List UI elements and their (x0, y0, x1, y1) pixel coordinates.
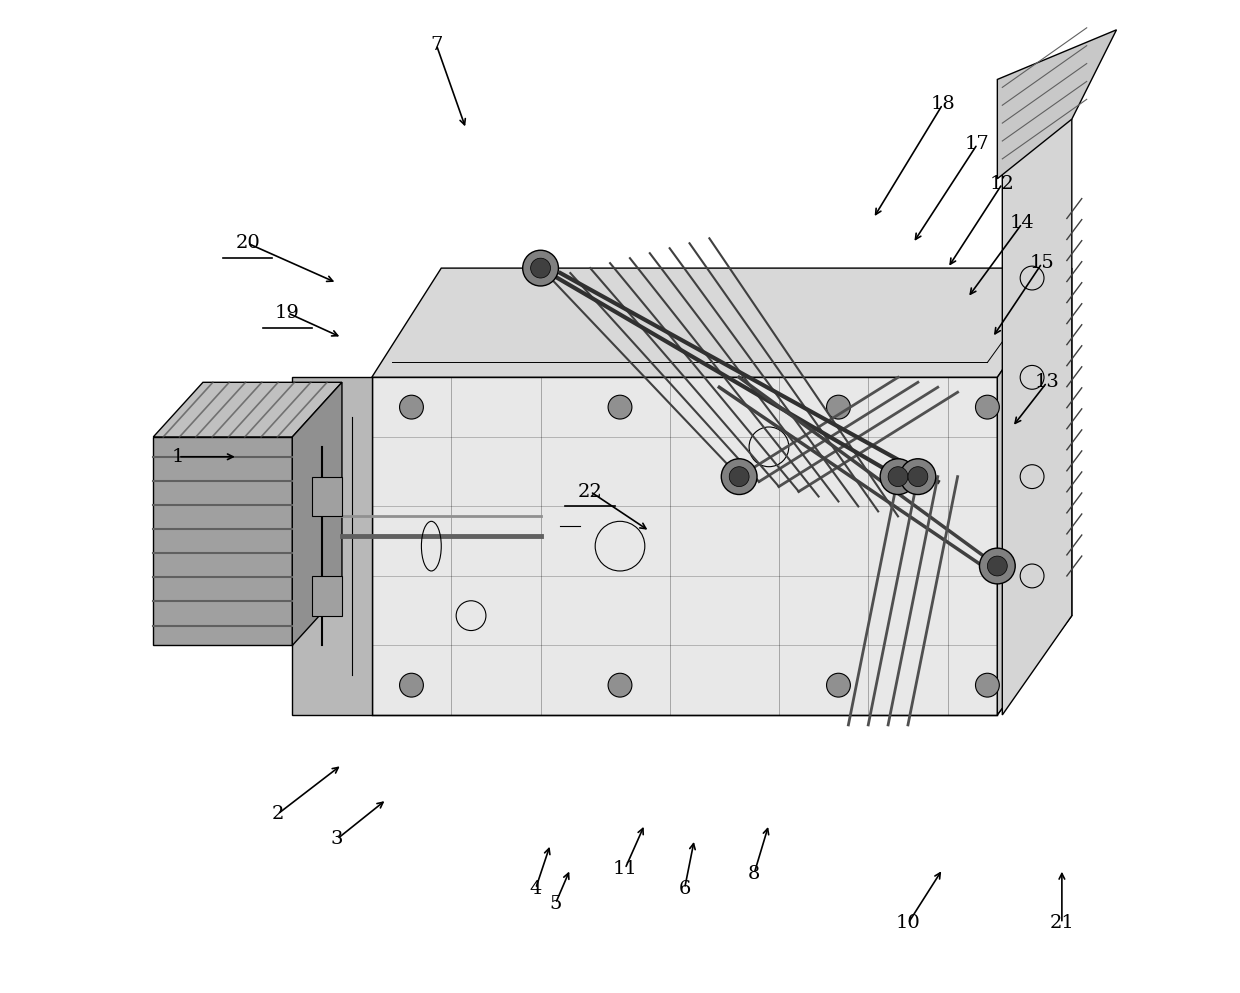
Circle shape (888, 467, 908, 487)
Text: 12: 12 (990, 175, 1014, 193)
Text: 1: 1 (172, 448, 185, 466)
Polygon shape (997, 268, 1071, 715)
Text: 6: 6 (678, 880, 691, 898)
Circle shape (880, 459, 916, 495)
Circle shape (722, 459, 758, 495)
Text: 10: 10 (895, 915, 920, 932)
Circle shape (900, 459, 936, 495)
Text: 8: 8 (748, 865, 760, 883)
Text: 13: 13 (1034, 373, 1059, 391)
Polygon shape (293, 377, 372, 715)
Text: 14: 14 (1009, 214, 1034, 232)
Circle shape (987, 556, 1007, 576)
Text: 21: 21 (1049, 915, 1074, 932)
Text: 17: 17 (965, 135, 990, 153)
Polygon shape (1002, 119, 1071, 715)
Circle shape (976, 673, 999, 697)
Circle shape (608, 395, 632, 419)
Text: 19: 19 (275, 304, 300, 322)
Text: 4: 4 (529, 880, 542, 898)
Text: 3: 3 (331, 830, 343, 848)
Circle shape (523, 250, 558, 286)
Polygon shape (997, 30, 1116, 179)
Circle shape (399, 395, 423, 419)
Text: 15: 15 (1029, 254, 1054, 272)
Circle shape (827, 395, 851, 419)
Text: 18: 18 (930, 95, 955, 113)
Circle shape (908, 467, 928, 487)
Circle shape (976, 395, 999, 419)
Polygon shape (154, 382, 342, 437)
Circle shape (608, 673, 632, 697)
Polygon shape (372, 268, 1071, 377)
Text: 2: 2 (272, 805, 284, 823)
Circle shape (399, 673, 423, 697)
Text: 22: 22 (578, 483, 603, 500)
Polygon shape (312, 477, 342, 516)
Text: 11: 11 (613, 860, 637, 878)
Text: 7: 7 (430, 36, 443, 54)
Polygon shape (293, 382, 342, 645)
Circle shape (980, 548, 1016, 584)
Polygon shape (154, 437, 293, 645)
Circle shape (531, 258, 551, 278)
Text: 20: 20 (236, 234, 260, 252)
Text: 5: 5 (549, 895, 562, 913)
Polygon shape (372, 377, 997, 715)
Circle shape (729, 467, 749, 487)
Circle shape (827, 673, 851, 697)
Polygon shape (312, 576, 342, 616)
